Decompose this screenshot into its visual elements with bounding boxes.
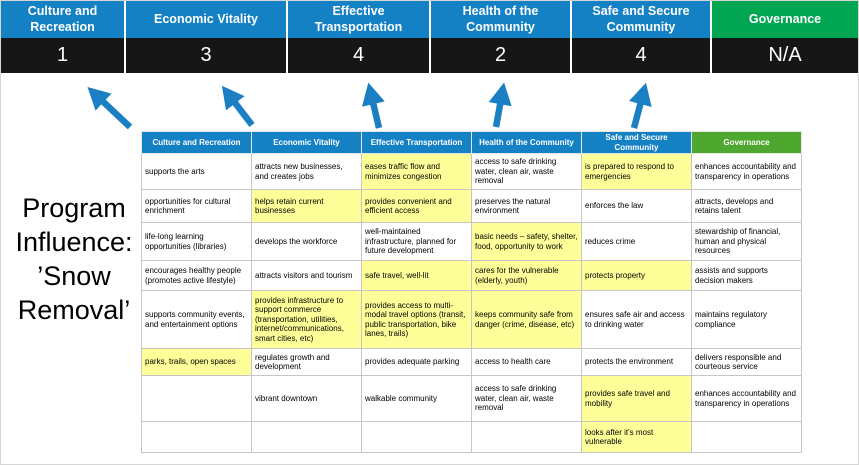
table-cell: stewardship of financial, human and phys… <box>691 222 802 262</box>
score-column: Culture and Recreation 1 <box>1 1 124 73</box>
table-row: life-long learning opportunities (librar… <box>141 222 802 262</box>
table-cell: provides infrastructure to support comme… <box>251 290 362 350</box>
pillar-label: Effective Transportation <box>288 1 429 38</box>
table-cell: keeps community safe from danger (crime,… <box>471 290 582 350</box>
table-cell: reduces crime <box>581 222 692 262</box>
score-column: Governance N/A <box>712 1 858 73</box>
table-row: parks, trails, open spaces regulates grow… <box>141 348 802 377</box>
table-cell <box>471 421 582 454</box>
table-header-row: Culture and Recreation Economic Vitality E… <box>141 130 802 155</box>
table-row: encourages healthy people (promotes acti… <box>141 260 802 292</box>
table-cell: helps retain current businesses <box>251 189 362 224</box>
table-cell: walkable community <box>361 375 472 423</box>
arrow-icon <box>488 82 512 128</box>
pillar-score: 1 <box>1 38 124 73</box>
table-cell: enforces the law <box>581 189 692 224</box>
column-header: Economic Vitality <box>251 130 362 155</box>
table-cell: vibrant downtown <box>251 375 362 423</box>
table-cell: attracts visitors and tourism <box>251 260 362 292</box>
arrow-icon <box>221 85 255 127</box>
table-cell <box>691 421 802 454</box>
pillar-score: 4 <box>572 38 710 73</box>
pillar-score: 2 <box>431 38 570 73</box>
column-header: Safe and Secure Community <box>581 130 692 155</box>
arrow-icon <box>87 86 133 130</box>
table-cell: develops the workforce <box>251 222 362 262</box>
table-row: supports the arts attracts new businesses… <box>141 153 802 191</box>
table-cell: supports community events, and entertain… <box>141 290 252 350</box>
table-cell: access to health care <box>471 348 582 377</box>
table-row: opportunities for cultural enrichment hel… <box>141 189 802 224</box>
table-cell: maintains regulatory compliance <box>691 290 802 350</box>
pillar-label: Culture and Recreation <box>1 1 124 38</box>
table-cell: delivers responsible and courteous servi… <box>691 348 802 377</box>
table-cell: protects the environment <box>581 348 692 377</box>
table-row: looks after it's most vulnerable <box>141 421 802 454</box>
table-cell: provides convenient and efficient access <box>361 189 472 224</box>
table-cell: supports the arts <box>141 153 252 191</box>
table-cell: provides adequate parking <box>361 348 472 377</box>
column-header: Culture and Recreation <box>141 130 252 155</box>
table-cell: opportunities for cultural enrichment <box>141 189 252 224</box>
table-cell: eases traffic flow and minimizes congest… <box>361 153 472 191</box>
column-header: Governance <box>691 130 802 155</box>
score-column: Economic Vitality 3 <box>126 1 286 73</box>
table-row: vibrant downtown walkable community access… <box>141 375 802 423</box>
table-cell: encourages healthy people (promotes acti… <box>141 260 252 292</box>
score-panel: Culture and Recreation 1 Economic Vitality… <box>1 1 858 73</box>
table-cell <box>251 421 362 454</box>
table-cell: is prepared to respond to emergencies <box>581 153 692 191</box>
arrow-icon <box>361 82 385 129</box>
program-title: Program Influence: ’Snow Removal’ <box>15 193 133 326</box>
arrow-icon <box>629 82 652 129</box>
table-cell: safe travel, well-lit <box>361 260 472 292</box>
table-cell: access to safe drinking water, clean air… <box>471 153 582 191</box>
influence-matrix: Culture and Recreation Economic Vitality E… <box>141 130 802 454</box>
table-cell: assists and supports decision makers <box>691 260 802 292</box>
pillar-score: N/A <box>712 38 858 73</box>
table-row: supports community events, and entertain… <box>141 290 802 350</box>
pillar-label: Safe and Secure Community <box>572 1 710 38</box>
table-cell: life-long learning opportunities (librar… <box>141 222 252 262</box>
table-cell: ensures safe air and access to drinking … <box>581 290 692 350</box>
table-cell: parks, trails, open spaces <box>141 348 252 377</box>
table-cell <box>361 421 472 454</box>
pillar-label: Economic Vitality <box>126 1 286 38</box>
table-cell <box>141 375 252 423</box>
table-cell <box>141 421 252 454</box>
table-cell: attracts new businesses, and creates job… <box>251 153 362 191</box>
table-cell: cares for the vulnerable (elderly, youth… <box>471 260 582 292</box>
column-header: Effective Transportation <box>361 130 472 155</box>
score-column: Health of the Community 2 <box>431 1 570 73</box>
table-cell: enhances accountability and transparency… <box>691 153 802 191</box>
table-body: supports the arts attracts new businesses… <box>141 153 802 454</box>
table-cell: provides access to multi-modal travel op… <box>361 290 472 350</box>
table-cell: regulates growth and development <box>251 348 362 377</box>
table-cell: attracts, develops and retains talent <box>691 189 802 224</box>
table-cell: protects property <box>581 260 692 292</box>
table-cell: provides safe travel and mobility <box>581 375 692 423</box>
score-column: Safe and Secure Community 4 <box>572 1 710 73</box>
table-cell: enhances accountability and transparency… <box>691 375 802 423</box>
score-column: Effective Transportation 4 <box>288 1 429 73</box>
pillar-label: Governance <box>712 1 858 38</box>
table-cell: looks after it's most vulnerable <box>581 421 692 454</box>
pillar-label: Health of the Community <box>431 1 570 38</box>
column-header: Health of the Community <box>471 130 582 155</box>
table-cell: access to safe drinking water, clean air… <box>471 375 582 423</box>
pillar-score: 4 <box>288 38 429 73</box>
table-cell: preserves the natural environment <box>471 189 582 224</box>
pillar-score: 3 <box>126 38 286 73</box>
table-cell: well-maintained infrastructure, planned … <box>361 222 472 262</box>
table-cell: basic needs – safety, shelter, food, opp… <box>471 222 582 262</box>
